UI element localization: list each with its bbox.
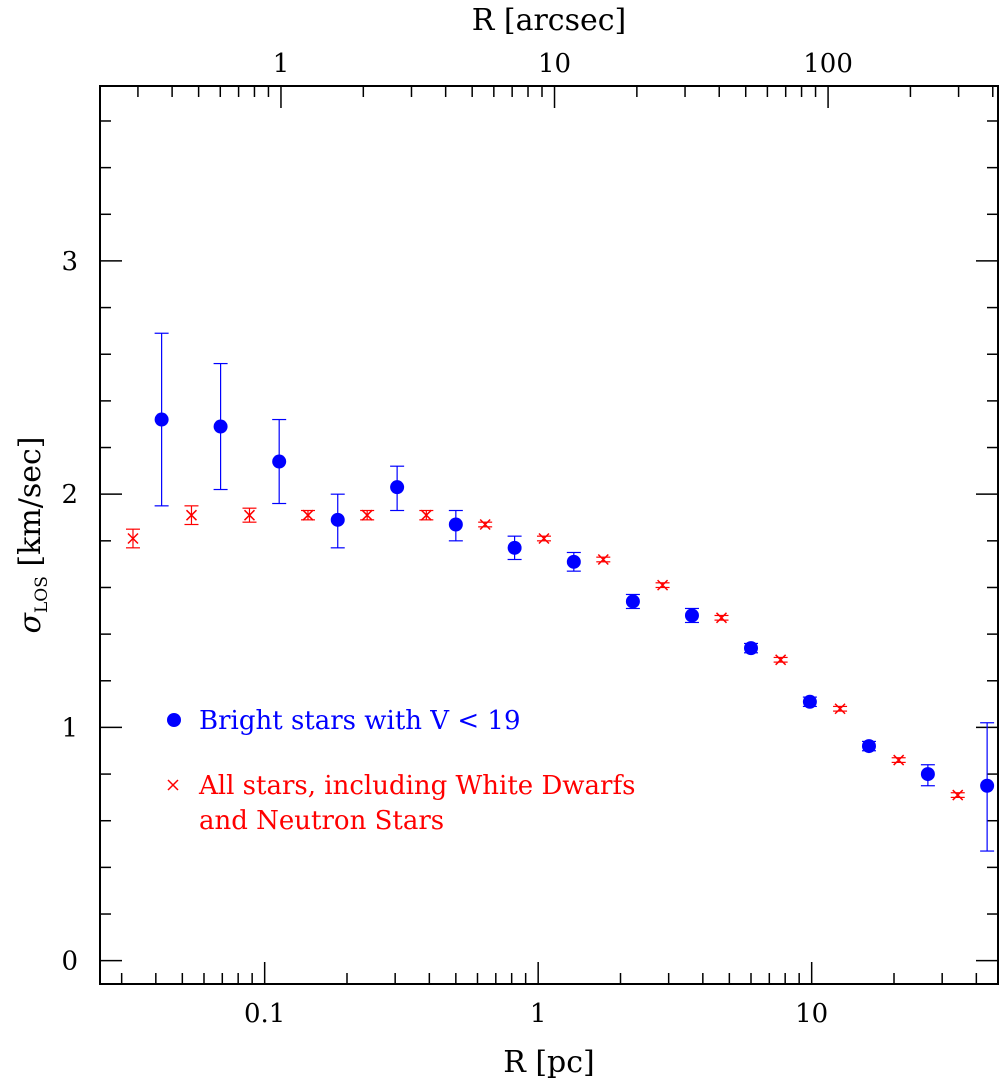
y-axis-title-units: [km/sec] <box>13 437 48 577</box>
x2-axis-title: R [arcsec] <box>472 3 627 38</box>
all-star-point <box>834 703 846 715</box>
all-star-point <box>127 532 139 545</box>
bright-star-point <box>802 694 817 709</box>
bright-star-point <box>625 594 640 609</box>
legend-label-bright: Bright stars with V < 19 <box>199 706 520 736</box>
all-star-point <box>538 532 550 545</box>
bright-star-point <box>448 517 463 532</box>
x-tick-label: 10 <box>795 999 828 1029</box>
bright-star-point <box>566 554 581 569</box>
x-tick-label: 0.1 <box>244 999 285 1029</box>
all-star-point <box>479 518 491 531</box>
legend-label-all-line2: and Neutron Stars <box>199 806 444 836</box>
all-star-point <box>243 509 256 521</box>
all-star-point <box>715 612 728 624</box>
x2-tick-label: 100 <box>803 49 853 79</box>
y-tick-label: 0 <box>61 947 78 977</box>
bright-star-point <box>330 512 345 527</box>
data-markers <box>127 412 995 801</box>
y-tick-label: 3 <box>61 247 78 277</box>
y-axis-title: σLOS [km/sec] <box>13 437 52 634</box>
x2-tick-label: 10 <box>538 49 571 79</box>
x2-tick-label: 1 <box>273 49 290 79</box>
y-axis-title-sigma: σ <box>13 612 48 634</box>
all-star-point <box>185 509 198 521</box>
legend: Bright stars with V < 19 All stars, incl… <box>167 706 635 836</box>
bright-star-point <box>213 419 228 434</box>
legend-marker-all <box>167 779 179 791</box>
x-axis-title: R [pc] <box>503 1045 595 1080</box>
all-star-point <box>657 579 669 591</box>
axis-ticks <box>100 86 998 984</box>
bright-star-point <box>272 454 287 469</box>
tick-labels: 0.1 1 10 1 10 100 0 1 2 3 <box>61 49 852 1029</box>
all-star-point <box>775 654 787 666</box>
bright-star-point <box>980 778 995 793</box>
y-axis-title-subscript: LOS <box>32 576 52 613</box>
bright-star-point <box>684 608 699 623</box>
all-star-point <box>893 754 905 766</box>
all-star-point <box>420 509 432 521</box>
bright-star-point <box>744 641 759 656</box>
all-star-point <box>302 509 314 521</box>
all-star-point <box>952 789 964 801</box>
plot-frame <box>99 85 999 985</box>
bright-star-point <box>920 767 935 782</box>
x-tick-label: 1 <box>530 999 547 1029</box>
all-star-point <box>361 509 373 521</box>
bright-star-point <box>507 540 522 555</box>
bright-star-point <box>861 739 876 754</box>
legend-marker-bright <box>167 713 181 727</box>
bright-star-point <box>154 412 169 427</box>
bright-star-point <box>390 480 405 495</box>
all-star-point <box>597 553 609 566</box>
legend-label-all-line1: All stars, including White Dwarfs <box>198 771 635 801</box>
y-tick-label: 2 <box>61 480 78 510</box>
y-tick-label: 1 <box>61 713 78 743</box>
